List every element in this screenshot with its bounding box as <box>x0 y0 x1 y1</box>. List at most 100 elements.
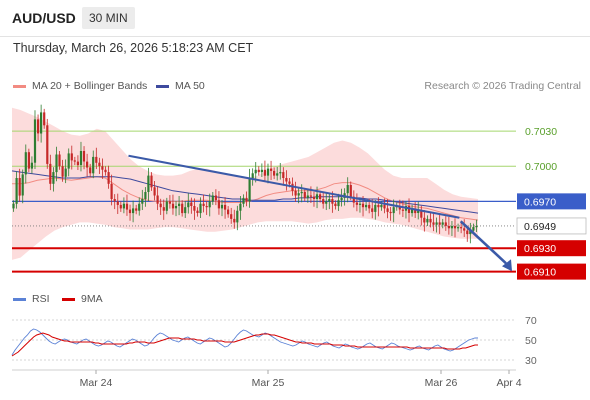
candle <box>196 207 199 217</box>
candle-body <box>309 195 312 197</box>
candle-body <box>150 175 153 188</box>
candle-body <box>257 169 260 173</box>
candle <box>270 160 273 181</box>
candle-body <box>469 230 472 235</box>
candle-body <box>193 206 196 211</box>
candle-body <box>116 201 119 205</box>
candle <box>217 191 220 215</box>
candle-body <box>61 166 64 177</box>
candle-body <box>251 173 254 178</box>
level-label-0-6949-box <box>516 217 587 235</box>
candle-body <box>475 226 478 228</box>
interval-button[interactable]: 30 MIN <box>82 7 135 29</box>
candle <box>58 151 61 170</box>
candle-body <box>346 185 349 194</box>
candle-body <box>457 227 460 229</box>
candle-body <box>220 204 224 209</box>
price-panel: 0.7030 0.7000 0.6970 0.6949 0.6930 0.6910 <box>11 104 587 280</box>
candle <box>236 205 239 231</box>
candle <box>211 192 214 205</box>
candle <box>242 194 245 208</box>
candle-body <box>52 172 55 184</box>
rsi-legend-label: RSI <box>32 293 50 305</box>
candle-body <box>168 201 171 204</box>
candle-body <box>392 207 395 214</box>
candle <box>463 219 466 237</box>
legend-ma50: MA 50 <box>156 80 205 92</box>
candle-body <box>325 201 328 204</box>
candle <box>113 194 116 210</box>
candle-body <box>254 169 257 174</box>
candle-body <box>128 209 132 214</box>
candle <box>297 188 300 204</box>
candle-body <box>211 195 214 202</box>
candle <box>435 217 438 233</box>
candle-body <box>64 168 67 177</box>
candle-body <box>79 151 83 165</box>
candle-body <box>276 173 279 176</box>
candle-body <box>328 199 331 202</box>
candle-body <box>190 202 193 206</box>
candle-body <box>224 204 227 210</box>
rsi-tick-50: 50 <box>525 335 537 347</box>
candle-body <box>279 172 282 174</box>
time-axis: Mar 24 Mar 25 Mar 26 Apr 4 <box>12 369 522 389</box>
candle <box>432 213 435 232</box>
candle <box>426 215 429 226</box>
candle <box>386 199 389 219</box>
candle-body <box>407 206 411 213</box>
candle <box>12 200 15 212</box>
candle-body <box>432 222 435 225</box>
candle-body <box>361 203 365 208</box>
level-label-0-6910: 0.6910 <box>524 267 556 279</box>
ma50-legend-label: MA 50 <box>175 80 205 92</box>
candle-body <box>438 222 441 225</box>
candle-body <box>227 209 230 215</box>
level-label-0-6970: 0.6970 <box>524 196 556 208</box>
candle-body <box>101 166 104 170</box>
candle <box>346 177 349 203</box>
candle <box>257 166 260 176</box>
candle-body <box>187 202 190 208</box>
candle-body <box>107 172 110 184</box>
candle <box>322 192 325 209</box>
candle-body <box>162 207 165 211</box>
candle <box>208 193 211 217</box>
candle <box>30 156 33 174</box>
chart-header: AUD/USD 30 MIN <box>0 0 590 37</box>
candle <box>64 159 67 184</box>
candle <box>76 155 79 170</box>
candle <box>159 198 162 215</box>
candle <box>171 194 175 215</box>
candle <box>429 212 432 228</box>
candle-body <box>245 197 248 202</box>
candle-body <box>365 204 368 208</box>
candle-body <box>144 192 147 199</box>
candle-body <box>37 119 40 134</box>
level-label-0-7030: 0.7030 <box>525 126 557 138</box>
candle-body <box>260 169 263 173</box>
candle-body <box>165 201 168 211</box>
candle-body <box>383 204 386 209</box>
candle-body <box>70 153 73 161</box>
candle <box>122 197 125 214</box>
candle <box>475 219 478 233</box>
candle <box>199 197 202 218</box>
candle <box>46 118 49 169</box>
candle <box>67 148 70 177</box>
candle-body <box>153 187 156 196</box>
candle <box>128 204 132 221</box>
candle-body <box>239 203 242 211</box>
candle <box>89 163 92 177</box>
candle-body <box>89 167 92 174</box>
candle-body <box>113 199 116 202</box>
candle <box>340 188 343 207</box>
ma50-swatch <box>156 84 169 88</box>
candle-body <box>429 218 432 223</box>
candle <box>18 168 21 202</box>
candle-body <box>132 208 135 214</box>
chart-datetime: Thursday, March 26, 2026 5:18:23 AM CET <box>13 41 254 55</box>
candle-body <box>58 154 61 167</box>
candle-body <box>463 228 466 231</box>
